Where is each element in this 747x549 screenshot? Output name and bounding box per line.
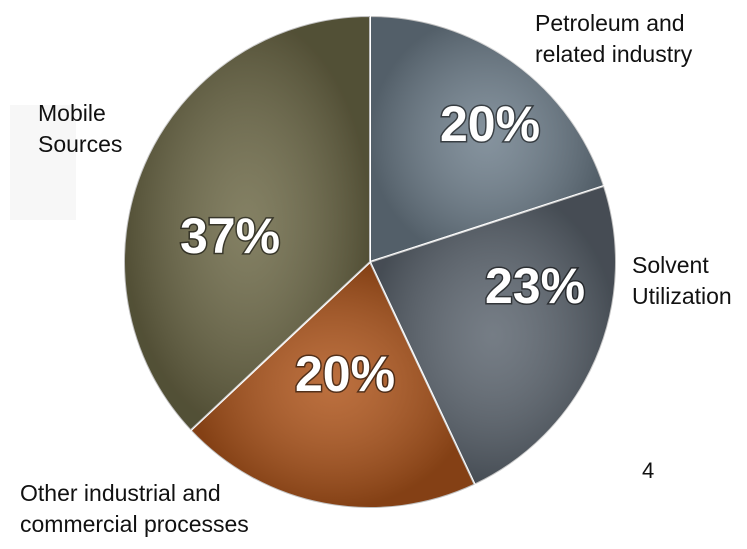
category-label: Other industrial and commercial processe… <box>20 480 249 538</box>
category-label: Solvent Utilization <box>632 252 732 310</box>
value-label: 23% <box>485 258 585 314</box>
category-label: Mobile Sources <box>38 100 123 158</box>
slice-shade <box>370 185 616 485</box>
value-label: 20% <box>295 346 395 402</box>
slice-shade <box>124 16 370 431</box>
value-label: 20% <box>440 96 540 152</box>
category-label: Petroleum and related industry <box>535 10 693 68</box>
slice-shade <box>190 262 475 508</box>
value-label: 37% <box>180 208 280 264</box>
slice-shade <box>370 16 604 262</box>
page-number: 4 <box>642 458 655 483</box>
decor-box <box>10 105 76 220</box>
